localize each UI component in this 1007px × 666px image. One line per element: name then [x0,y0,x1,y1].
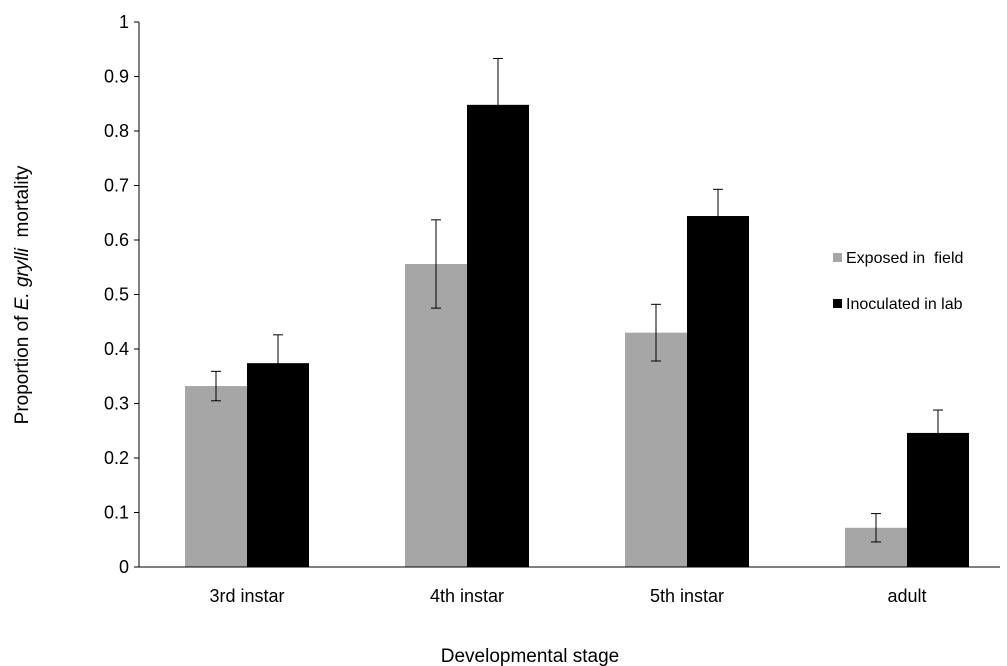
error-bar-inoculated-2 [713,188,723,244]
bar-inoculated-0 [247,363,309,567]
x-axis-title: Developmental stage [441,646,620,666]
error-bar-exposed-0 [211,370,221,402]
y-axis-title: Proportion of E. grylli mortality [12,165,33,424]
legend-swatch-inoculated [833,299,842,308]
y-tick-label: 0.5 [104,285,129,305]
error-bar-inoculated-0 [273,334,283,393]
bar-inoculated-1 [467,104,529,567]
y-tick-label: 1 [119,12,129,32]
y-tick-label: 0.6 [104,230,129,250]
x-tick-label: 5th instar [650,586,724,606]
y-axis-title-suffix: mortality [12,165,33,248]
y-tick-label: 0.1 [104,503,129,523]
y-tick-label: 0.4 [104,339,129,359]
bar-exposed-1 [405,263,467,567]
legend: Exposed in field Inoculated in lab [833,250,963,313]
error-bar-inoculated-3 [933,409,943,457]
y-tick-label: 0.3 [104,394,129,414]
bars-group [185,104,969,567]
legend-label-exposed: Exposed in field [846,250,963,267]
y-ticks-group: 0 0.1 0.2 0.3 0.4 0.5 0.6 0.7 0.8 0.9 1 [104,12,139,577]
x-ticks-group: 3rd instar 4th instar 5th instar adult [209,586,926,606]
x-tick-label: 4th instar [430,586,504,606]
error-bars-group [211,58,943,543]
y-tick-label: 0.9 [104,67,129,87]
x-tick-label: adult [887,586,926,606]
error-bar-exposed-3 [871,513,881,543]
error-bar-exposed-2 [651,303,661,362]
bar-exposed-0 [185,386,247,567]
y-axis-title-prefix: Proportion of [12,310,33,424]
y-axis-title-species: E. grylli [12,247,33,310]
bar-exposed-2 [625,332,687,567]
legend-swatch-exposed [833,253,842,262]
bar-inoculated-2 [687,216,749,567]
error-bar-inoculated-1 [493,58,503,152]
legend-label-inoculated: Inoculated in lab [846,296,963,313]
error-bar-exposed-1 [431,219,441,309]
y-tick-label: 0 [119,557,129,577]
x-tick-label: 3rd instar [209,586,284,606]
y-tick-label: 0.2 [104,448,129,468]
y-tick-label: 0.7 [104,176,129,196]
y-tick-label: 0.8 [104,121,129,141]
